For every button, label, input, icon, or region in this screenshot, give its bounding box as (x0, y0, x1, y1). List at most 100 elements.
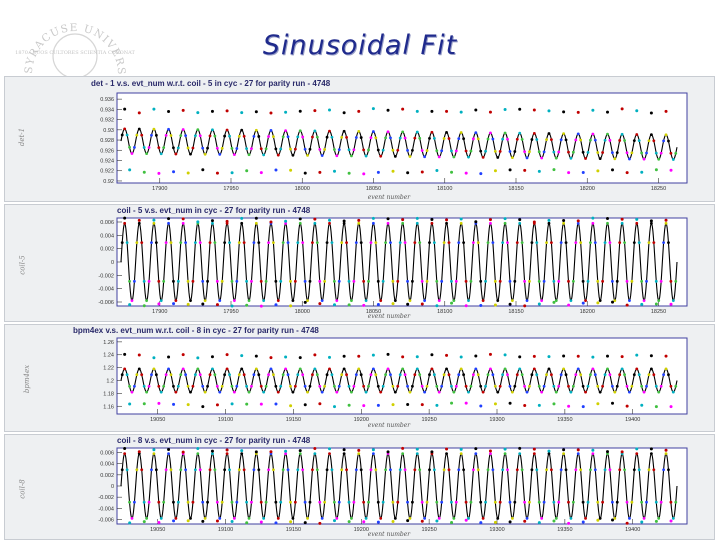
fit-curve (120, 222, 678, 302)
data-point (606, 110, 609, 114)
data-point (179, 134, 183, 137)
data-point (164, 134, 168, 137)
data-point (140, 241, 144, 245)
data-point (654, 302, 658, 306)
data-point (464, 149, 468, 153)
data-point (576, 354, 580, 358)
data-point (652, 373, 656, 377)
data-point (272, 241, 275, 245)
data-point (381, 500, 385, 504)
data-point (232, 299, 236, 303)
data-point (669, 384, 673, 388)
data-point (642, 157, 646, 161)
data-point (462, 241, 466, 245)
data-point (562, 110, 566, 114)
data-point (518, 107, 522, 111)
data-point (174, 517, 178, 520)
seal-text: SYRACUSE UNIVERSITY (14, 4, 126, 76)
data-point (128, 521, 132, 525)
data-point (508, 279, 512, 283)
data-point (167, 448, 171, 452)
data-point (259, 304, 263, 308)
chart-panel-det1: det - 1 v.s. evt_num w.r.t. coil - 5 in … (4, 76, 715, 202)
data-point (386, 108, 390, 112)
data-point (567, 279, 570, 283)
data-point (513, 150, 517, 153)
data-point (425, 279, 429, 283)
data-point (450, 279, 453, 283)
data-point (581, 279, 585, 283)
data-point (396, 500, 400, 504)
data-point (428, 136, 431, 140)
data-point (659, 279, 663, 283)
data-point (303, 171, 307, 175)
data-point (267, 468, 270, 472)
data-point (491, 468, 495, 472)
data-point (193, 241, 197, 245)
data-point (450, 149, 453, 153)
data-point (454, 279, 458, 283)
data-point (450, 170, 454, 174)
data-point (659, 151, 663, 155)
data-point (547, 218, 551, 222)
y-tick-label: 0.006 (100, 220, 114, 226)
data-point (357, 452, 361, 455)
data-point (667, 139, 670, 143)
data-point (630, 151, 634, 155)
data-point (506, 137, 509, 141)
data-point (589, 373, 592, 377)
data-point (386, 130, 390, 134)
data-point (371, 448, 375, 452)
data-point (591, 221, 595, 225)
data-point (501, 137, 505, 141)
data-point (657, 517, 661, 520)
data-point (411, 279, 414, 283)
data-point (442, 241, 446, 245)
data-point (325, 241, 329, 245)
data-point (474, 452, 478, 455)
data-point (318, 521, 322, 525)
data-point (445, 130, 448, 134)
data-point (432, 373, 436, 377)
data-point (289, 520, 293, 524)
data-point (306, 154, 309, 157)
data-point (208, 468, 212, 472)
data-point (659, 500, 663, 504)
y-tick-label: 0.006 (100, 450, 114, 456)
data-point (540, 390, 544, 394)
data-point (308, 279, 312, 283)
data-point (125, 133, 129, 137)
data-point (488, 449, 492, 453)
data-point (571, 500, 575, 504)
x-tick-label: 19100 (218, 527, 233, 533)
data-point (128, 384, 131, 388)
data-point (120, 468, 124, 472)
data-point (474, 447, 478, 451)
data-point (435, 304, 439, 308)
data-point (328, 452, 331, 455)
data-point (401, 446, 405, 450)
data-point (391, 519, 395, 523)
data-point (196, 367, 200, 371)
data-point (471, 373, 475, 377)
x-tick-label: 17950 (223, 309, 238, 315)
data-point (225, 353, 229, 357)
data-point (435, 279, 439, 283)
data-point (210, 449, 214, 453)
data-point (545, 468, 548, 472)
data-point (454, 500, 458, 504)
data-point (640, 403, 644, 407)
data-point (503, 367, 507, 371)
data-point (176, 146, 180, 150)
data-point (396, 384, 400, 388)
data-point (569, 156, 573, 160)
data-point (596, 301, 600, 305)
data-point (649, 367, 653, 371)
data-point (649, 354, 653, 358)
data-point (591, 132, 595, 136)
data-point (479, 149, 483, 153)
data-point (191, 279, 195, 283)
data-point (393, 154, 397, 158)
data-point (284, 367, 288, 371)
data-point (172, 500, 175, 504)
